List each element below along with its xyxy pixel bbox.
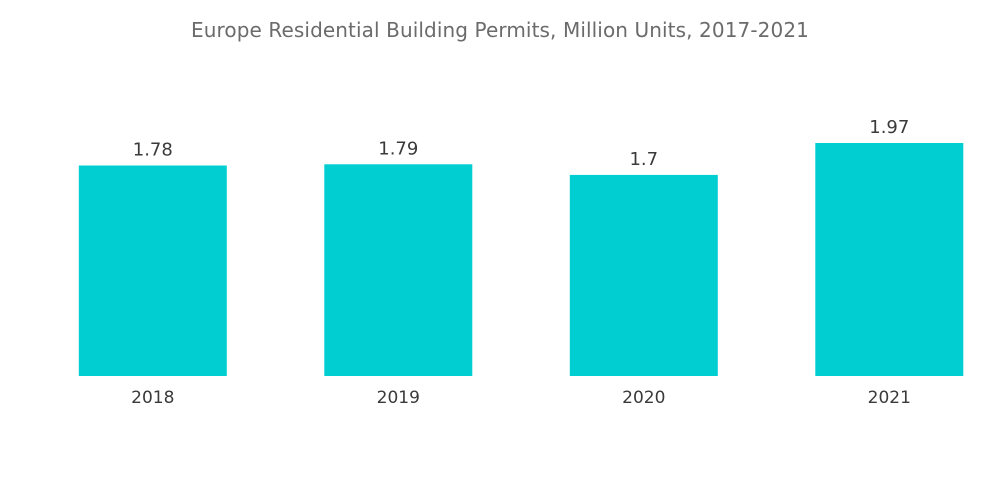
x-tick-label-2019: 2019: [377, 388, 420, 408]
x-tick-label-2018: 2018: [131, 388, 174, 408]
value-label-2021: 1.97: [869, 117, 909, 138]
bar-2019: [324, 164, 473, 376]
x-tick-labels-group: 2018 2019 2020 2021: [131, 388, 911, 408]
bar-2021: [815, 143, 964, 376]
x-tick-label-2021: 2021: [868, 388, 911, 408]
chart-title: Europe Residential Building Permits, Mil…: [191, 18, 809, 42]
value-label-2020: 1.7: [629, 149, 658, 170]
bar-2020: [569, 174, 718, 376]
value-label-2019: 1.79: [378, 138, 418, 159]
value-label-2018: 1.78: [133, 140, 173, 161]
bars-group: [78, 143, 964, 376]
x-tick-label-2020: 2020: [622, 388, 665, 408]
bar-2018: [78, 165, 227, 376]
value-labels-group: 1.78 1.79 1.7 1.97: [133, 117, 910, 170]
